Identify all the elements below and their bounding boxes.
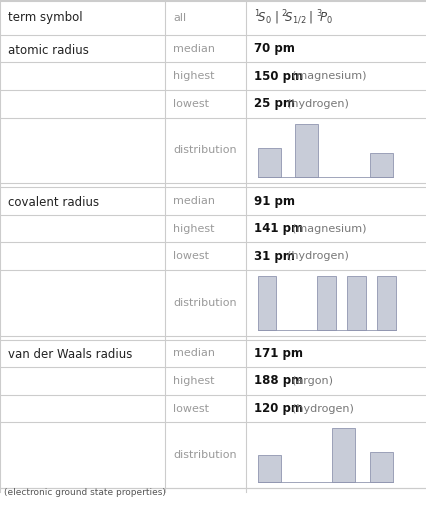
Text: all: all — [173, 13, 186, 23]
Text: highest: highest — [173, 376, 214, 386]
Bar — [257, 276, 276, 330]
Text: (hydrogen): (hydrogen) — [292, 404, 354, 413]
Bar — [257, 148, 280, 177]
Text: distribution: distribution — [173, 298, 236, 308]
Text: (hydrogen): (hydrogen) — [286, 251, 348, 261]
Text: 120 pm: 120 pm — [253, 402, 302, 415]
Bar — [346, 276, 365, 330]
Bar — [369, 452, 392, 482]
Text: median: median — [173, 349, 215, 358]
Text: median: median — [173, 196, 215, 206]
Bar — [331, 428, 354, 482]
Text: highest: highest — [173, 224, 214, 234]
Bar — [294, 124, 317, 177]
Text: 31 pm: 31 pm — [253, 250, 294, 263]
Text: $^1\!S_0\;|\;^2\!S_{1/2}\;|\;^3\!P_0$: $^1\!S_0\;|\;^2\!S_{1/2}\;|\;^3\!P_0$ — [253, 9, 332, 27]
Text: (electronic ground state properties): (electronic ground state properties) — [4, 488, 165, 497]
Text: distribution: distribution — [173, 450, 236, 460]
Text: van der Waals radius: van der Waals radius — [8, 349, 132, 361]
Bar — [317, 276, 335, 330]
Text: 70 pm: 70 pm — [253, 42, 294, 55]
Text: 188 pm: 188 pm — [253, 375, 302, 387]
Text: (hydrogen): (hydrogen) — [286, 99, 348, 109]
Text: highest: highest — [173, 71, 214, 81]
Text: 91 pm: 91 pm — [253, 195, 294, 207]
Text: (magnesium): (magnesium) — [292, 224, 366, 234]
Text: distribution: distribution — [173, 146, 236, 155]
Bar — [369, 153, 392, 177]
Bar — [257, 455, 280, 482]
Text: 25 pm: 25 pm — [253, 97, 294, 110]
Text: (magnesium): (magnesium) — [292, 71, 366, 81]
Text: term symbol: term symbol — [8, 11, 83, 25]
Text: 141 pm: 141 pm — [253, 222, 302, 235]
Text: lowest: lowest — [173, 404, 209, 413]
Text: lowest: lowest — [173, 251, 209, 261]
Text: atomic radius: atomic radius — [8, 43, 89, 57]
Text: 171 pm: 171 pm — [253, 347, 302, 360]
Text: 150 pm: 150 pm — [253, 69, 302, 83]
Text: lowest: lowest — [173, 99, 209, 109]
Bar — [376, 276, 395, 330]
Text: (argon): (argon) — [292, 376, 333, 386]
Text: covalent radius: covalent radius — [8, 196, 99, 209]
Text: median: median — [173, 43, 215, 54]
